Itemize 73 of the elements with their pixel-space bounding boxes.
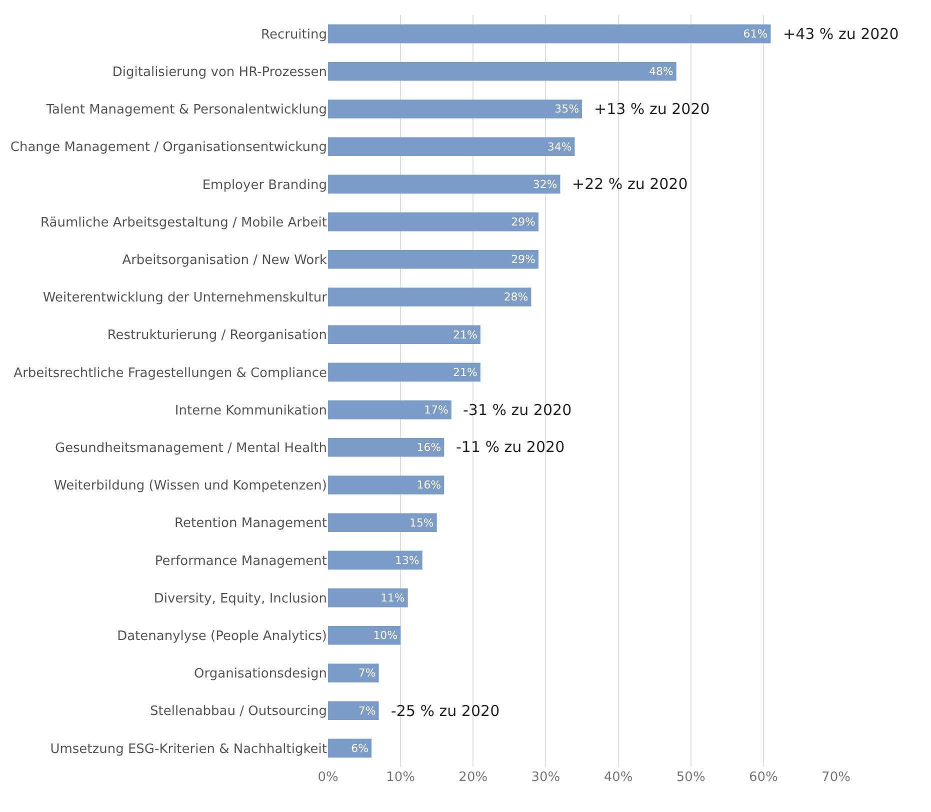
data-label: 61% <box>743 27 768 40</box>
bar <box>328 212 538 232</box>
y-tick-label: Räumliche Arbeitsgestaltung / Mobile Arbeit <box>40 215 327 230</box>
bar <box>328 476 444 494</box>
bar <box>328 513 437 532</box>
y-tick-label: Restrukturierung / Reorganisation <box>107 328 327 344</box>
bar <box>328 701 379 720</box>
bar <box>328 100 582 118</box>
y-tick-label: Interne Kommunikation <box>174 403 327 418</box>
y-tick-label: Recruiting <box>261 27 327 42</box>
y-tick-label: Diversity, Equity, Inclusion <box>154 591 327 606</box>
y-tick-label: Weiterentwicklung der Unternehmenskultur <box>42 290 328 306</box>
data-label: 13% <box>394 554 420 567</box>
annotation: +43 % zu 2020 <box>783 25 899 43</box>
y-tick-label: Arbeitsorganisation / New Work <box>122 252 328 268</box>
data-label: 7% <box>358 666 376 680</box>
bar <box>328 550 422 570</box>
bar <box>328 438 444 457</box>
y-tick-label: Digitalisierung von HR-Prozessen <box>112 64 327 80</box>
data-label: 29% <box>511 253 536 266</box>
annotation: -31 % zu 2020 <box>463 401 572 419</box>
annotation: +22 % zu 2020 <box>572 175 688 193</box>
data-label: 28% <box>504 290 528 304</box>
bar <box>328 174 560 194</box>
bar <box>328 137 575 156</box>
y-tick-label: Umsetzung ESG-Kriterien & Nachhaltigkeit <box>50 742 327 757</box>
bar <box>328 588 408 608</box>
y-tick-label: Arbeitsrechtliche Fragestellungen & Compliance <box>14 366 327 381</box>
x-tick-label: 10% <box>386 770 416 785</box>
x-tick-label: 70% <box>822 770 850 785</box>
data-label: 16% <box>416 478 442 492</box>
y-tick-label: Performance Management <box>154 554 327 569</box>
bar <box>328 400 452 420</box>
data-label: 21% <box>453 328 478 342</box>
data-label: 17% <box>424 403 448 416</box>
data-label: 15% <box>409 516 434 530</box>
data-label: 34% <box>547 140 572 154</box>
x-tick-label: 50% <box>676 770 706 785</box>
annotation: +13 % zu 2020 <box>594 100 710 118</box>
data-label: 48% <box>648 65 674 78</box>
bar <box>328 62 676 81</box>
bar <box>328 288 532 306</box>
data-label: 35% <box>554 102 579 116</box>
data-label: 6% <box>351 742 369 755</box>
bar <box>328 664 379 682</box>
y-tick-label: Datenanylyse (People Analytics) <box>117 628 327 644</box>
x-tick-label: 0% <box>318 770 338 785</box>
data-label: 16% <box>416 441 442 454</box>
bar <box>328 362 480 382</box>
data-label: 7% <box>358 704 376 718</box>
x-tick-label: 30% <box>531 770 560 785</box>
data-label: 21% <box>453 366 478 379</box>
bar <box>328 250 538 269</box>
x-tick-label: 20% <box>458 770 488 785</box>
y-tick-label: Gesundheitsmanagement / Mental Health <box>55 440 327 456</box>
bar <box>328 24 771 44</box>
annotation: -11 % zu 2020 <box>456 438 565 456</box>
annotation: -25 % zu 2020 <box>391 702 500 720</box>
bar <box>328 325 480 344</box>
data-label: 32% <box>532 178 558 191</box>
y-tick-label: Organisationsdesign <box>194 666 327 682</box>
data-label: 10% <box>373 629 398 642</box>
x-tick-label: 60% <box>748 770 778 785</box>
y-tick-label: Stellenabbau / Outsourcing <box>150 704 327 720</box>
y-tick-label: Retention Management <box>174 516 327 532</box>
y-tick-label: Change Management / Organisationsentwickung <box>10 140 327 156</box>
y-tick-label: Talent Management & Personalentwicklung <box>45 102 327 118</box>
x-tick-label: 40% <box>604 770 633 785</box>
data-label: 29% <box>511 215 536 228</box>
bar <box>328 626 401 645</box>
y-tick-label: Employer Branding <box>202 178 327 193</box>
data-label: 11% <box>380 591 405 604</box>
y-tick-label: Weiterbildung (Wissen und Kompetenzen) <box>54 478 327 494</box>
